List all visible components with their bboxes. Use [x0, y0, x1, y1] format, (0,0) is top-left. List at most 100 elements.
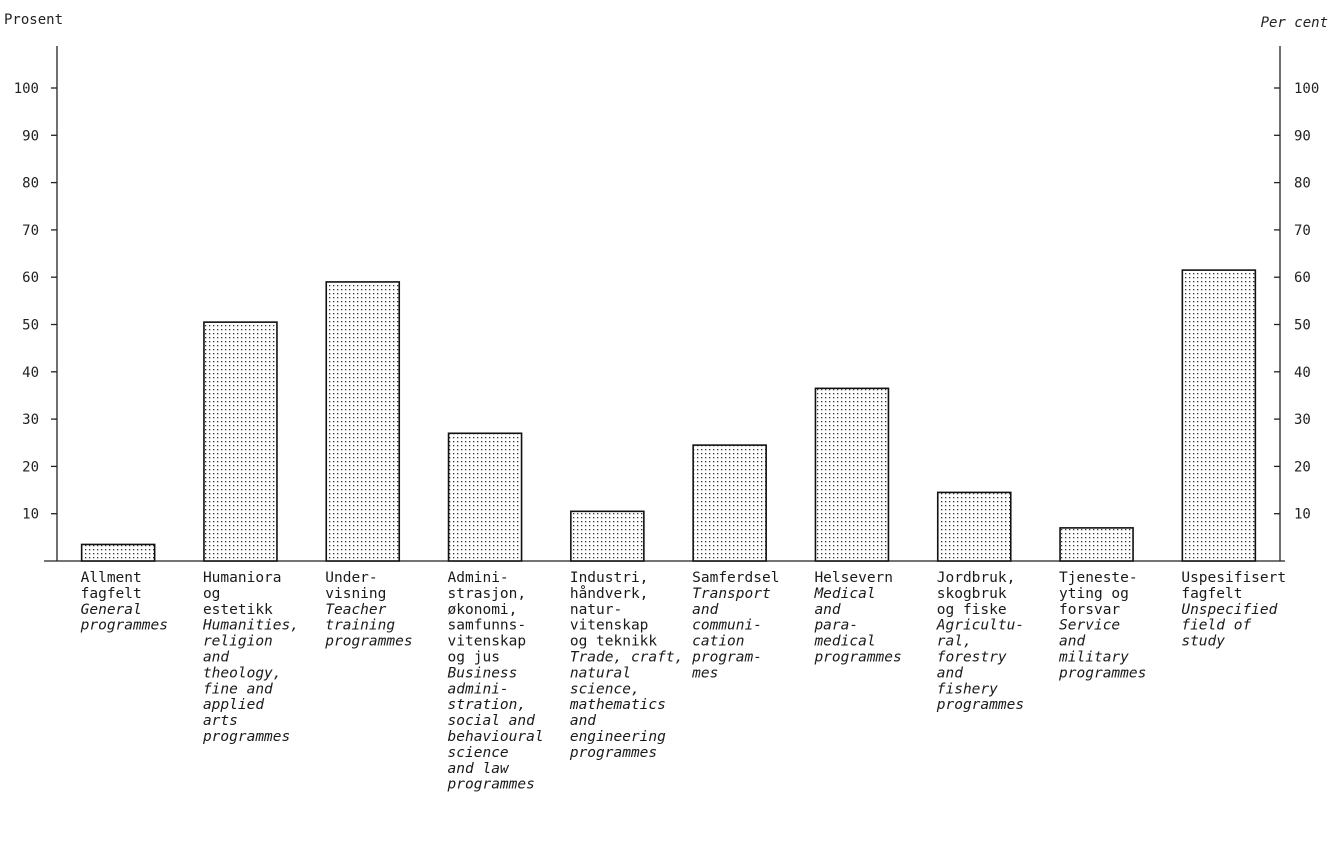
category-label-no: fagfelt	[81, 586, 142, 602]
category-label-no: håndverk,	[570, 585, 649, 602]
category-label-en: cation	[692, 634, 744, 650]
category-label-no: og	[203, 586, 220, 602]
category-label-en: programmes	[569, 745, 657, 761]
category-label-en: medical	[813, 634, 875, 650]
bar	[447, 432, 523, 562]
bar	[692, 444, 767, 562]
category-label-no: vitenskap	[570, 618, 649, 634]
y-tick-label-left: 10	[22, 507, 39, 523]
category-label-en: arts	[203, 713, 238, 729]
category-label-en: fishery	[937, 681, 998, 697]
category-label-en: science	[448, 745, 509, 761]
y-tick-label-left: 60	[22, 270, 39, 286]
category-label-en: social and	[448, 713, 536, 729]
category-label-no: økonomi,	[448, 602, 518, 618]
y-tick-label-left: 20	[22, 459, 39, 475]
category-label-en: Agricultu-	[936, 618, 1024, 634]
bar	[570, 510, 645, 562]
y-tick-label-left: 90	[22, 128, 39, 144]
y-tick-label-left: 100	[14, 81, 39, 97]
bar	[936, 491, 1012, 562]
category-label-no: og fiske	[937, 602, 1007, 618]
category-label-en: and	[692, 602, 718, 618]
category-label-no: Under-	[325, 570, 377, 586]
category-label-en: Teacher	[325, 602, 386, 618]
category-label-en: Service	[1059, 618, 1120, 634]
category-label-en: Business	[448, 665, 518, 681]
category-label-en: programmes	[202, 729, 290, 745]
category-label-no: estetikk	[203, 602, 273, 618]
category-label-en: science,	[570, 681, 640, 697]
y-unit-right: Per cent	[1261, 15, 1328, 31]
category-label-en: ral,	[937, 634, 972, 650]
category-label-en: and law	[448, 761, 510, 777]
category-label-en: communi-	[692, 618, 762, 634]
category-label-en: programmes	[324, 634, 412, 650]
category-label-en: field of	[1181, 618, 1251, 634]
category-label-en: admini-	[448, 681, 509, 697]
y-unit-left: Prosent	[4, 12, 63, 28]
category-label-en: programmes	[813, 650, 901, 666]
category-label-no: forsvar	[1059, 602, 1120, 618]
category-label-en: and	[203, 650, 229, 666]
category-label-en: study	[1181, 634, 1225, 650]
category-label-no: Tjeneste-	[1059, 570, 1138, 586]
category-label-en: Unspecified	[1181, 602, 1277, 618]
category-label-no: Uspesifisert	[1181, 570, 1286, 586]
category-label-no: Industri,	[570, 570, 649, 586]
y-tick-label-right: 70	[1294, 223, 1311, 239]
bar	[203, 321, 278, 562]
category-label-en: mathematics	[569, 697, 666, 713]
y-tick-label-left: 80	[22, 176, 39, 192]
y-tick-label-right: 50	[1294, 318, 1311, 334]
category-label-en: Transport	[692, 586, 771, 602]
category-label-en: and	[1059, 634, 1085, 650]
y-tick-label-left: 30	[22, 412, 39, 428]
category-label-no: Admini-	[448, 570, 509, 586]
category-label-no: og jus	[448, 650, 500, 666]
category-label-en: engineering	[570, 729, 666, 745]
category-label-en: programmes	[1058, 665, 1146, 681]
y-tick-label-left: 70	[22, 223, 39, 239]
category-label-no: Humaniora	[203, 570, 282, 586]
category-label-en: programmes	[447, 777, 535, 793]
category-label-no: vitenskap	[448, 634, 527, 650]
category-label-no: fagfelt	[1181, 586, 1242, 602]
category-label-en: religion	[203, 634, 273, 650]
category-label-en: and	[570, 713, 596, 729]
category-label-en: fine and	[203, 681, 273, 697]
y-tick-label-right: 10	[1294, 507, 1311, 523]
y-tick-label-left: 40	[22, 365, 39, 381]
category-label-en: program-	[691, 650, 762, 666]
y-tick-label-right: 30	[1294, 412, 1311, 428]
category-label-en: and	[937, 665, 963, 681]
y-tick-label-left: 50	[22, 318, 39, 334]
category-label-en: forestry	[937, 650, 1007, 666]
category-label-en: natural	[570, 665, 631, 681]
category-label-no: Helsevern	[814, 570, 893, 586]
category-label-no: yting og	[1059, 586, 1129, 602]
category-label-no: Allment	[81, 570, 142, 586]
bar	[325, 281, 401, 562]
category-label-no: Jordbruk,	[937, 570, 1016, 586]
category-label-no: Samferdsel	[692, 570, 779, 586]
y-tick-label-right: 80	[1294, 176, 1311, 192]
category-label-en: mes	[691, 665, 718, 681]
category-label-en: military	[1058, 650, 1129, 666]
category-label-en: Medical	[813, 586, 875, 602]
bar	[1181, 269, 1257, 562]
category-label-en: stration,	[448, 697, 527, 713]
category-label-no: skogbruk	[937, 586, 1007, 602]
bar	[80, 543, 156, 562]
y-tick-label-right: 20	[1294, 459, 1311, 475]
category-label-no: natur-	[570, 602, 622, 618]
bar	[1059, 527, 1134, 562]
category-label-en: applied	[203, 697, 264, 713]
category-label-en: para-	[813, 618, 858, 634]
category-label-no: samfunns-	[448, 618, 527, 634]
category-label-en: programmes	[80, 618, 168, 634]
y-tick-label-right: 40	[1294, 365, 1311, 381]
y-tick-label-right: 100	[1294, 81, 1319, 97]
category-label-no: strasjon,	[448, 586, 527, 602]
